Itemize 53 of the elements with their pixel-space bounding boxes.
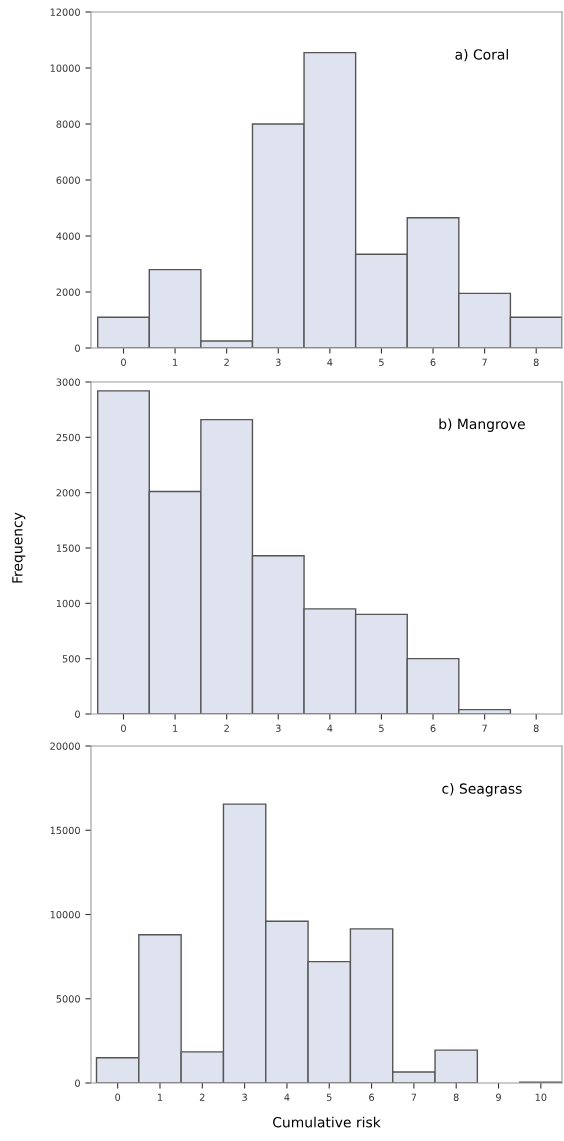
x-tick-label: 2 xyxy=(224,724,229,732)
x-tick-label: 7 xyxy=(482,358,487,366)
y-tick-label: 5000 xyxy=(56,995,80,1003)
y-tick-label: 2500 xyxy=(56,433,80,442)
x-tick-label: 4 xyxy=(284,1093,290,1101)
y-tick-label: 10000 xyxy=(50,910,80,919)
x-axis-title: Cumulative risk xyxy=(273,1116,381,1128)
y-tick-label: 8000 xyxy=(56,120,80,128)
x-tick-label: 4 xyxy=(327,358,333,366)
y-tick-label: 6000 xyxy=(56,176,80,184)
x-tick-label: 3 xyxy=(275,358,281,366)
y-tick-label: 15000 xyxy=(50,826,80,835)
x-tick-label: 4 xyxy=(327,724,333,732)
x-tick-label: 3 xyxy=(242,1093,247,1101)
y-tick-label: 0 xyxy=(75,710,80,718)
x-tick-label: 1 xyxy=(173,724,178,732)
x-tick-label: 5 xyxy=(326,1093,332,1101)
x-tick-label: 6 xyxy=(430,358,436,366)
x-tick-label: 0 xyxy=(115,1093,121,1101)
x-tick-label: 8 xyxy=(533,724,539,732)
x-tick-label: 10 xyxy=(535,1093,547,1101)
x-tick-label: 1 xyxy=(157,1093,163,1101)
x-tick-label: 5 xyxy=(379,724,384,732)
y-tick-label: 0 xyxy=(75,344,80,352)
x-tick-label: 6 xyxy=(430,724,436,732)
annotation: b) Mangrove xyxy=(439,418,525,432)
x-tick-label: 0 xyxy=(121,724,126,732)
x-tick-label: 5 xyxy=(379,358,384,366)
y-tick-label: 12000 xyxy=(50,8,80,16)
x-tick-label: 8 xyxy=(533,358,539,366)
y-tick-label: 0 xyxy=(75,1079,80,1087)
x-tick-label: 7 xyxy=(482,724,487,732)
y-tick-label: 500 xyxy=(62,655,80,663)
annotation: c) Seagrass xyxy=(442,783,522,797)
y-tick-label: 4000 xyxy=(56,232,80,240)
x-tick-label: 2 xyxy=(199,1093,205,1101)
y-tick-label: 2000 xyxy=(56,288,80,296)
y-tick-label: 20000 xyxy=(50,742,80,750)
y-tick-label: 1500 xyxy=(56,544,80,552)
x-tick-label: 6 xyxy=(369,1093,375,1101)
y-tick-label: 1000 xyxy=(56,599,80,608)
annotation: a) Coral xyxy=(455,48,508,62)
x-tick-label: 7 xyxy=(411,1093,417,1101)
x-tick-label: 9 xyxy=(496,1093,501,1101)
x-tick-label: 0 xyxy=(121,358,126,366)
y-tick-label: 2000 xyxy=(56,489,80,497)
y-tick-label: 3000 xyxy=(56,378,80,386)
x-tick-label: 8 xyxy=(453,1093,459,1101)
x-tick-label: 1 xyxy=(173,358,178,366)
y-tick-label: 10000 xyxy=(50,64,80,72)
x-tick-label: 2 xyxy=(224,358,229,366)
x-tick-label: 3 xyxy=(275,724,281,732)
y-axis-title: Frequency xyxy=(12,512,26,583)
